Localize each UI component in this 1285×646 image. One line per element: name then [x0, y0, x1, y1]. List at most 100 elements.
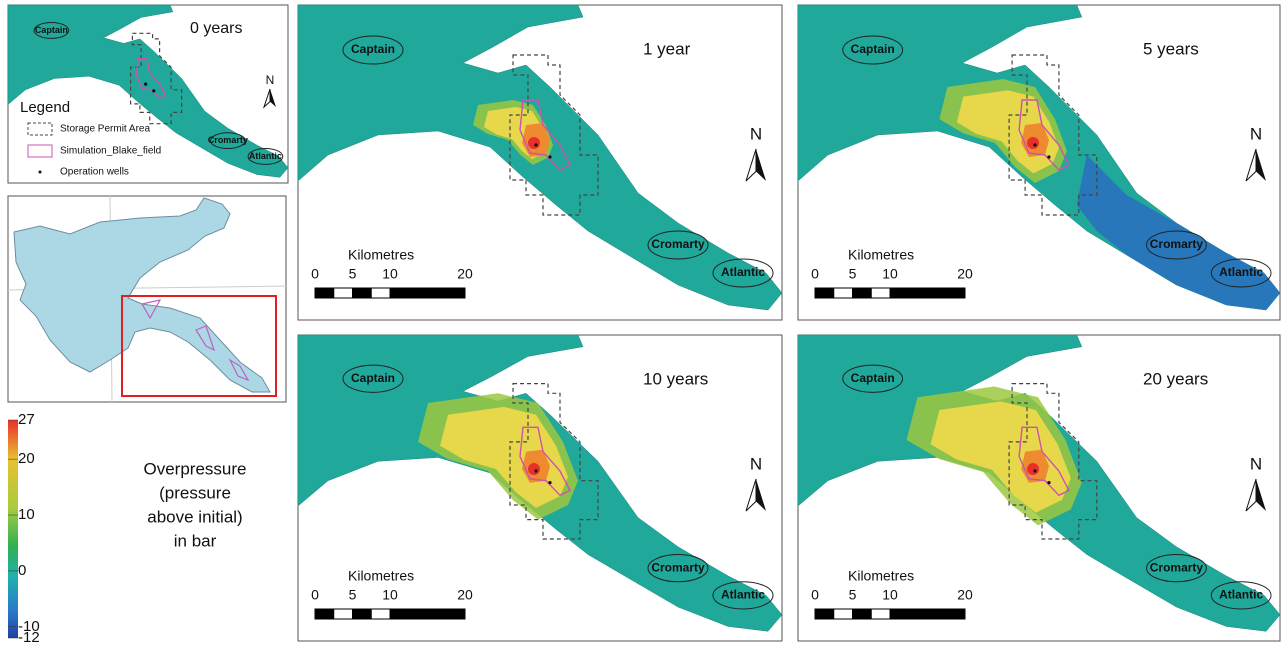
scale-segment [333, 287, 353, 299]
scale-tick-label: 10 [382, 587, 398, 603]
colorbar-label: (pressure [159, 483, 231, 502]
north-arrow [1245, 148, 1257, 182]
north-label: N [750, 124, 762, 143]
colorbar-tick-label: 20 [18, 450, 35, 467]
scale-segment [833, 608, 853, 620]
scale-tick-label: 20 [957, 266, 973, 282]
place-outline [33, 22, 70, 39]
panel-title: 5 years [1143, 39, 1199, 58]
pressure-max [1027, 463, 1040, 476]
colorbar-label: in bar [174, 531, 217, 550]
scale-segment [814, 608, 835, 620]
north-label: N [750, 454, 762, 473]
legend-symbol [27, 122, 53, 136]
simulation-field [519, 426, 571, 497]
north-label: N [1250, 454, 1262, 473]
legend-title: Legend [20, 99, 70, 116]
operation-well [144, 82, 148, 86]
place-label: Cromarty [1150, 237, 1204, 251]
place-outline [342, 364, 404, 393]
underpressure-zone [1076, 155, 1280, 310]
place-outline [712, 581, 774, 610]
storage-permit-area [509, 382, 599, 540]
colorbar-tick-label: 0 [18, 562, 26, 579]
scale-segment [314, 608, 335, 620]
legend-item: Operation wells [60, 167, 129, 178]
colorbar-tick-label: -12 [18, 629, 40, 646]
basin-outline [13, 197, 271, 393]
scale-segment [889, 608, 966, 620]
storage-permit-area [1008, 382, 1098, 540]
place-label: Atlantic [1219, 265, 1263, 279]
scale-tick-label: 20 [957, 587, 973, 603]
scale-tick-label: 5 [849, 266, 857, 282]
colorbar-label: Overpressure [144, 459, 247, 478]
pressure-plume-core [930, 401, 1071, 513]
operation-well [152, 89, 156, 93]
scale-title: Kilometres [848, 247, 914, 263]
scale-tick-label: 5 [349, 587, 357, 603]
north-arrow [745, 478, 757, 512]
scale-segment [314, 287, 335, 299]
colorbar-tick-label: 27 [18, 411, 35, 428]
scale-tick-label: 20 [457, 266, 473, 282]
place-outline [247, 148, 284, 165]
panel-title: 1 year [643, 39, 691, 58]
simulation-field [519, 99, 571, 171]
panel-title: 20 years [1143, 369, 1208, 388]
scale-segment [852, 608, 872, 620]
place-label: Cromarty [1150, 560, 1204, 574]
scale-segment [870, 287, 891, 299]
scale-tick-label: 10 [382, 266, 398, 282]
scale-title: Kilometres [348, 247, 414, 263]
study-area-box [121, 295, 277, 397]
panel-title: 10 years [643, 369, 708, 388]
simulation-field [1018, 99, 1070, 171]
scale-segment [389, 608, 466, 620]
scale-title: Kilometres [848, 568, 914, 584]
scale-segment [333, 608, 353, 620]
place-label: Captain [851, 371, 895, 385]
north-arrow [1256, 149, 1266, 181]
scale-tick-label: 20 [457, 587, 473, 603]
pressure-max [1027, 137, 1040, 149]
map-panel: Captain Cromarty Atlantic 5 years N Kilometre… [797, 4, 1281, 321]
legend-symbol [38, 170, 42, 174]
simulation-field [135, 58, 167, 100]
place-outline [647, 230, 709, 260]
north-arrow [1256, 479, 1266, 511]
place-outline [209, 132, 246, 150]
scale-tick-label: 0 [811, 266, 819, 282]
legend-item: Simulation_Blake_field [60, 146, 161, 157]
storage-permit-area [1008, 54, 1098, 216]
scale-tick-label: 0 [311, 266, 319, 282]
scale-tick-label: 10 [882, 266, 898, 282]
place-outline [842, 35, 904, 65]
map-panel: Captain Cromarty Atlantic 20 years N Kilometr… [797, 334, 1281, 642]
scale-tick-label: 10 [882, 587, 898, 603]
place-label: Atlantic [1219, 588, 1263, 602]
scale-tick-label: 0 [311, 587, 319, 603]
scale-segment [352, 287, 372, 299]
scale-segment [889, 287, 966, 299]
place-outline [712, 258, 774, 288]
north-label: N [1250, 124, 1262, 143]
panel-title: 0 years [190, 20, 242, 37]
pressure-max [528, 137, 540, 149]
place-outline [1146, 230, 1207, 260]
operation-well [1047, 481, 1051, 485]
north-label: N [266, 73, 275, 87]
pressure-plume-core [440, 406, 568, 508]
place-outline [1210, 258, 1272, 288]
north-arrow [270, 89, 276, 107]
scale-segment [833, 287, 853, 299]
scale-tick-label: 5 [349, 266, 357, 282]
place-outline [647, 554, 709, 583]
place-outline [1210, 581, 1272, 610]
scale-segment [352, 608, 372, 620]
legend-symbol [27, 144, 53, 158]
north-arrow [756, 479, 766, 511]
operation-well [548, 481, 552, 485]
